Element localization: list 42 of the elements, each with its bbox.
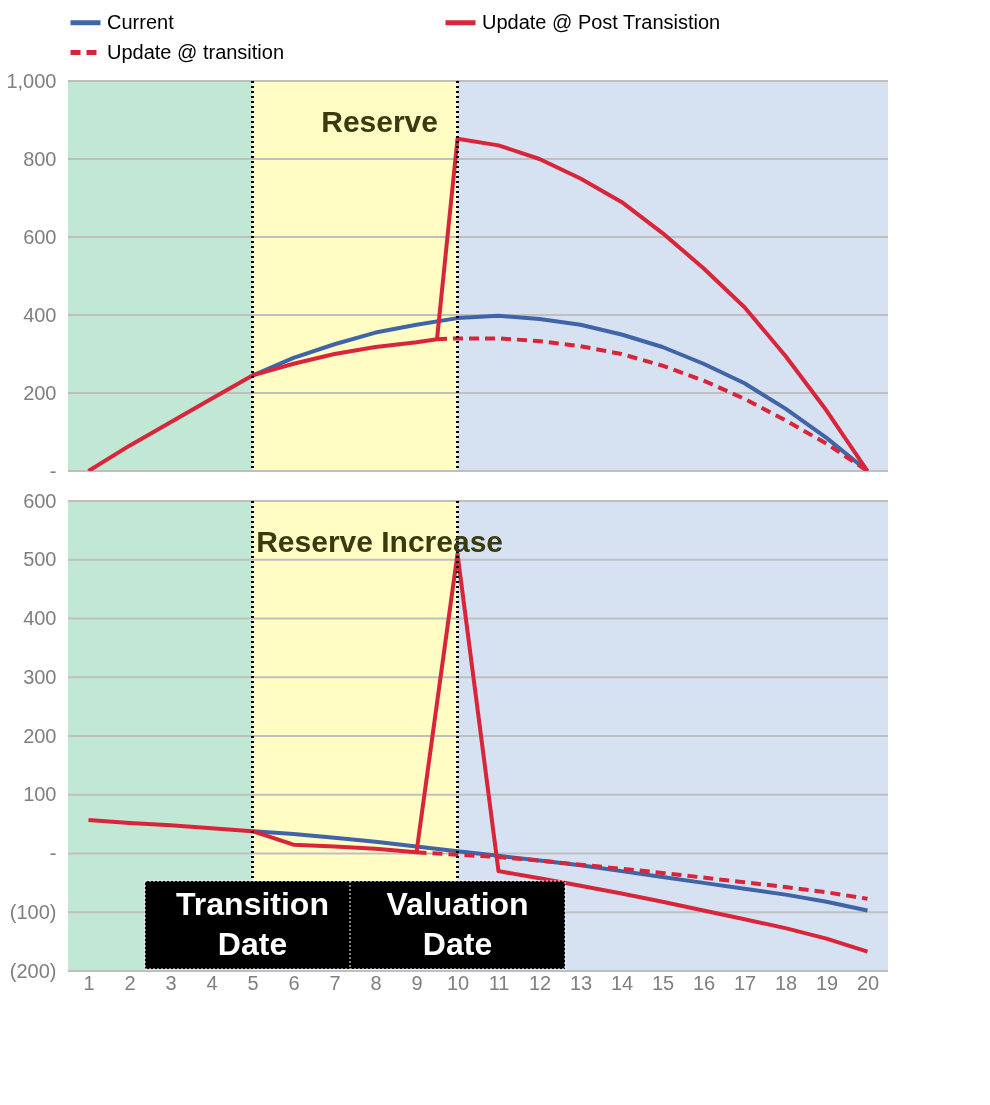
y-tick-label: 600 [23,489,57,512]
y-tick-label: 400 [23,607,57,629]
legend-label: Current [107,10,175,33]
y-tick-label: 800 [23,147,57,170]
x-tick-label: 18 [774,971,798,994]
x-tick-label: 17 [733,971,757,994]
y-tick-label: 100 [23,783,57,806]
ref-line-label: Valuation Date [386,886,529,962]
x-tick-label: 4 [206,971,218,994]
x-tick-label: 12 [528,971,552,994]
y-tick-label: 200 [23,724,57,747]
x-tick-label: 9 [411,971,423,994]
y-tick-label: 500 [23,548,57,571]
x-tick-label: 14 [610,971,634,994]
y-tick-label: (200) [9,959,57,982]
y-tick-label: (100) [9,900,57,923]
x-tick-label: 7 [329,971,341,994]
x-tick-label: 13 [569,971,593,994]
y-tick-label: - [49,459,57,482]
x-tick-label: 2 [124,971,136,994]
y-tick-label: 600 [23,225,57,248]
y-tick-label: 1,000 [6,69,57,92]
x-tick-label: 19 [815,971,839,994]
x-tick-label: 1 [83,971,95,994]
x-tick-label: 11 [488,971,510,994]
x-tick-label: 5 [247,971,259,994]
ref-line-label: Transition Date [176,886,329,962]
legend-label: Update @ Post Transistion [482,10,721,33]
x-tick-label: 10 [446,971,470,994]
y-tick-label: 300 [23,665,57,688]
legend-label: Update @ transition [107,40,285,63]
text: Reserve [321,105,438,138]
x-tick-label: 15 [651,971,675,994]
y-tick-label: 400 [23,303,57,326]
y-tick-label: 200 [23,381,57,404]
y-tick-label: - [49,842,57,864]
text: Reserve Increase [256,525,504,558]
x-tick-label: 6 [288,971,300,994]
x-tick-label: 8 [370,971,382,994]
x-tick-label: 3 [165,971,177,994]
x-tick-label: 16 [692,971,716,994]
x-tick-label: 20 [856,971,880,994]
